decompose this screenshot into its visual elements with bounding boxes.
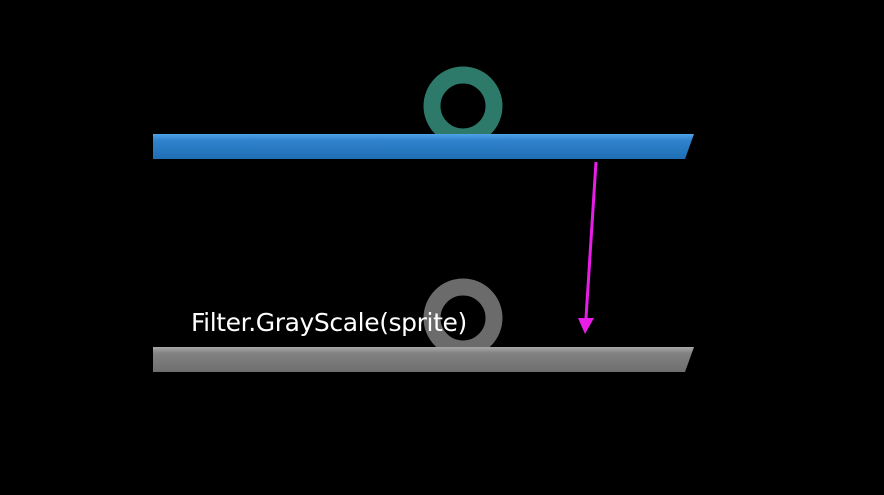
original-bar — [153, 134, 694, 159]
grayscale-sprite — [153, 278, 694, 372]
original-ring — [423, 66, 503, 146]
filter-caption: Filter.GrayScale(sprite) — [191, 308, 467, 337]
original-sprite — [153, 66, 694, 159]
arrow-icon — [578, 161, 598, 334]
grayscale-bar — [153, 347, 694, 372]
